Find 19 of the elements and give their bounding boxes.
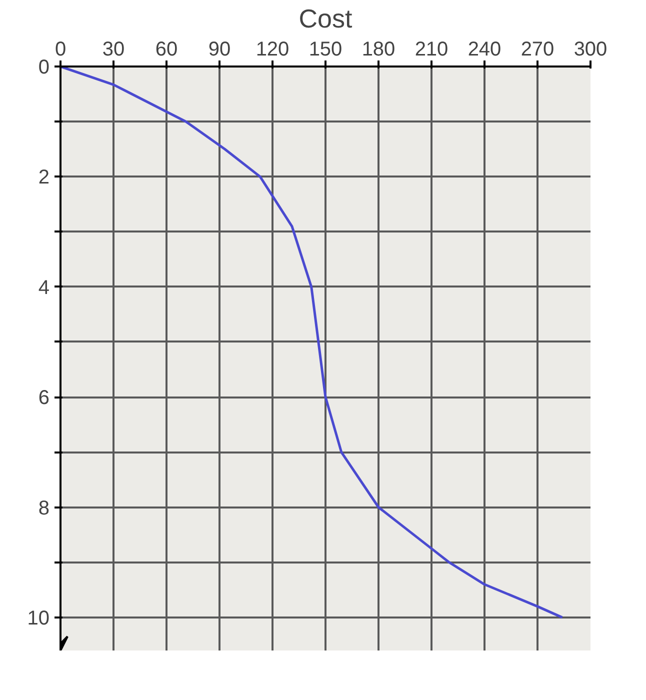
- x-tick-label: 300: [574, 38, 608, 60]
- x-tick-label: 210: [414, 38, 448, 60]
- y-tick-label: 0: [38, 56, 50, 78]
- y-tick-label: 2: [38, 166, 50, 189]
- x-tick-label: 180: [362, 38, 396, 60]
- x-axis-title: Cost: [298, 4, 354, 34]
- x-tick-label: 270: [520, 38, 554, 60]
- line-series: [60, 66, 564, 619]
- y-tick-label: 8: [38, 497, 50, 520]
- y-tick-label: 10: [27, 607, 50, 630]
- y-tick-label: 6: [38, 387, 50, 410]
- x-tick-label: 30: [102, 38, 125, 60]
- x-tick-label: 0: [54, 38, 66, 60]
- y-tick-label: 4: [38, 276, 50, 299]
- x-tick-label: 90: [208, 38, 231, 60]
- x-tick-label: 60: [155, 38, 178, 60]
- x-tick-label: 150: [308, 38, 342, 60]
- x-tick-label: 120: [256, 38, 290, 60]
- x-tick-label: 240: [468, 38, 502, 60]
